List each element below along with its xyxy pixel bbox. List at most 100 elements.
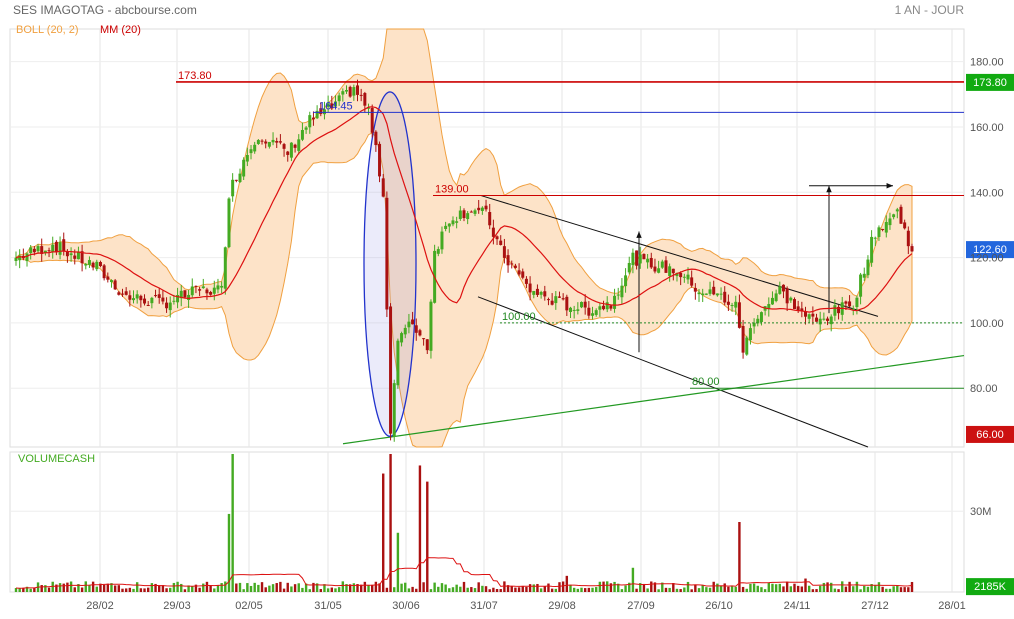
- candle-body: [120, 293, 124, 295]
- volume-bar: [121, 588, 124, 592]
- volume-bar: [877, 582, 881, 592]
- volume-bar: [837, 589, 840, 592]
- volume-bar: [782, 586, 785, 592]
- volume-bar: [337, 587, 341, 592]
- level-label: 100.00: [502, 311, 536, 323]
- volume-bar: [172, 582, 176, 592]
- candle-body: [238, 173, 242, 183]
- volume-bar: [459, 586, 462, 592]
- volume-bar: [33, 587, 36, 592]
- volume-bar: [99, 583, 102, 592]
- volume-title: VOLUMECASH: [18, 453, 95, 465]
- candle-body: [745, 337, 749, 355]
- volume-bar: [367, 584, 370, 592]
- volume-bar: [62, 583, 65, 592]
- volume-bar: [301, 587, 304, 592]
- candle-body: [624, 275, 628, 287]
- candle-body: [139, 295, 143, 301]
- candle-body: [429, 301, 433, 351]
- candle-body: [451, 220, 455, 225]
- volume-bar: [187, 585, 190, 592]
- candle-body: [249, 149, 253, 154]
- candle-body: [833, 305, 837, 316]
- volume-bar: [326, 588, 330, 592]
- volume-bar: [675, 588, 679, 592]
- volume-bar: [113, 585, 117, 592]
- candle-body: [635, 250, 639, 266]
- volume-bar: [763, 589, 767, 592]
- candle-body: [264, 141, 268, 144]
- volume-bar: [852, 586, 855, 592]
- volume-bar: [899, 587, 903, 592]
- candle-body: [616, 294, 620, 296]
- level-label: 80.00: [692, 376, 720, 388]
- candle-body: [356, 85, 360, 95]
- volume-bar: [282, 588, 286, 592]
- volume-bar: [771, 583, 774, 592]
- candle-body: [657, 268, 661, 273]
- volume-bar: [183, 589, 187, 592]
- candle-body: [568, 307, 572, 312]
- volume-bar: [95, 586, 98, 592]
- candle-body: [550, 300, 554, 305]
- candle-body: [561, 298, 565, 300]
- volume-bar: [499, 589, 502, 592]
- volume-bar: [297, 583, 300, 592]
- candle-body: [245, 154, 249, 162]
- volume-bar: [73, 587, 76, 592]
- volume-bar: [514, 587, 517, 592]
- legend-boll: BOLL (20, 2): [16, 24, 79, 36]
- volume-bar: [885, 588, 888, 592]
- volume-bar: [268, 585, 271, 592]
- candle-body: [906, 230, 910, 247]
- volume-bar: [572, 587, 576, 592]
- candle-body: [25, 253, 29, 262]
- candle-body: [862, 273, 866, 278]
- volume-bar: [705, 587, 708, 592]
- candle-body: [231, 179, 235, 197]
- volume-bar: [440, 583, 444, 592]
- candle-body: [344, 90, 348, 92]
- volume-bar: [407, 588, 411, 592]
- volume-bar: [635, 588, 638, 592]
- candle-body: [87, 260, 91, 265]
- volume-bar: [668, 587, 671, 592]
- volume-bar: [382, 473, 385, 592]
- volume-bar: [617, 583, 620, 592]
- volume-bar: [191, 586, 194, 592]
- volume-bar: [565, 575, 569, 592]
- candle-body: [54, 241, 58, 253]
- candle-body: [491, 227, 495, 237]
- candle-body: [418, 330, 422, 336]
- volume-bar: [613, 581, 616, 592]
- candle-body: [848, 301, 852, 307]
- volume-bar: [870, 584, 873, 592]
- candle-body: [256, 140, 260, 144]
- volume-bar: [716, 583, 719, 592]
- candle-body: [278, 141, 282, 143]
- volume-bar: [822, 582, 826, 592]
- volume-bar: [796, 585, 800, 592]
- volume-bar: [426, 481, 429, 592]
- volume-bar: [132, 588, 135, 592]
- volume-bar: [628, 582, 631, 592]
- volume-bar: [128, 587, 132, 592]
- date-tick-label: 31/05: [314, 600, 342, 612]
- volume-bar: [855, 581, 859, 592]
- volume-bar: [393, 587, 396, 592]
- volume-bar: [227, 513, 231, 592]
- candle-body: [892, 214, 896, 218]
- volume-bar: [22, 587, 25, 592]
- candle-body: [396, 340, 400, 386]
- volume-bar: [271, 584, 275, 592]
- volume-bar: [525, 586, 528, 592]
- price-tick-label: 160.00: [970, 122, 1004, 134]
- price-tick-label: 80.00: [970, 383, 998, 395]
- candle-body: [333, 101, 337, 107]
- price-tick-label: 140.00: [970, 187, 1004, 199]
- volume-bar: [315, 583, 319, 592]
- volume-bar: [470, 587, 473, 592]
- volume-bar: [569, 584, 572, 592]
- volume-bar: [888, 588, 892, 592]
- candle-body: [524, 278, 528, 284]
